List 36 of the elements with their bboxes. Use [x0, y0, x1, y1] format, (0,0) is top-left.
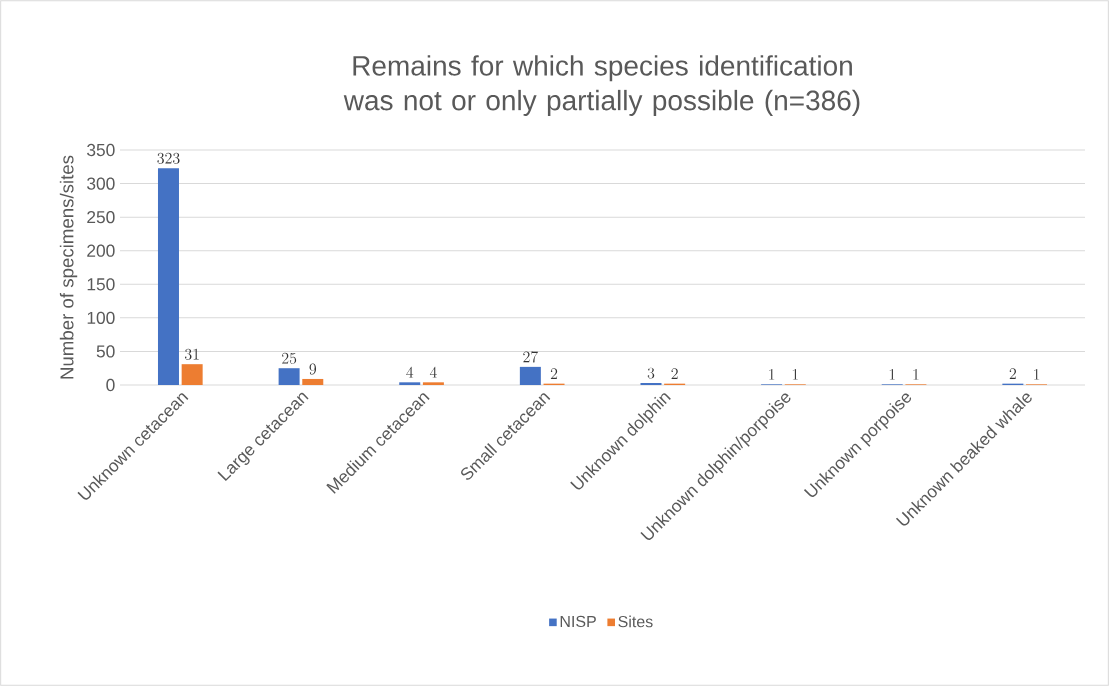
- bar: [278, 368, 300, 385]
- data-label: 2: [550, 368, 558, 379]
- data-label: 25: [282, 352, 297, 364]
- data-label: 1: [913, 368, 919, 380]
- chart-title: Remains for which species identification was not or only partially possible (n=386): [343, 55, 860, 116]
- data-label: 4: [429, 366, 437, 378]
- y-tick-label: 100: [87, 311, 115, 324]
- bar: [640, 382, 662, 385]
- bar: [302, 378, 324, 385]
- y-tick-label: 0: [106, 378, 115, 392]
- legend-label: NISP: [560, 615, 596, 628]
- legend-label: Sites: [618, 615, 653, 628]
- data-label: 27: [523, 351, 538, 363]
- data-label: 1: [1034, 368, 1040, 380]
- data-label: 3: [647, 367, 655, 379]
- bar: [157, 168, 179, 385]
- data-label: 1: [769, 368, 775, 380]
- data-label: 323: [157, 152, 180, 164]
- bar: [399, 382, 421, 385]
- bar: [181, 364, 203, 385]
- data-label: 4: [406, 366, 414, 378]
- bar: [422, 382, 444, 385]
- data-label: 31: [184, 348, 199, 360]
- y-tick-label: 350: [87, 143, 115, 157]
- y-tick-label: 50: [96, 345, 115, 358]
- y-tick-label: 150: [87, 278, 115, 291]
- data-label: 1: [889, 368, 895, 380]
- data-label: 2: [671, 368, 678, 379]
- data-label: 1: [792, 368, 798, 380]
- y-axis-title: Number of specimens/sites: [59, 155, 78, 379]
- data-label: 2: [1009, 368, 1016, 379]
- bar: [519, 366, 541, 385]
- y-tick-label: 200: [87, 244, 115, 257]
- y-tick-label: 250: [87, 211, 115, 224]
- y-tick-label: 300: [87, 177, 115, 190]
- data-label: 9: [309, 363, 317, 375]
